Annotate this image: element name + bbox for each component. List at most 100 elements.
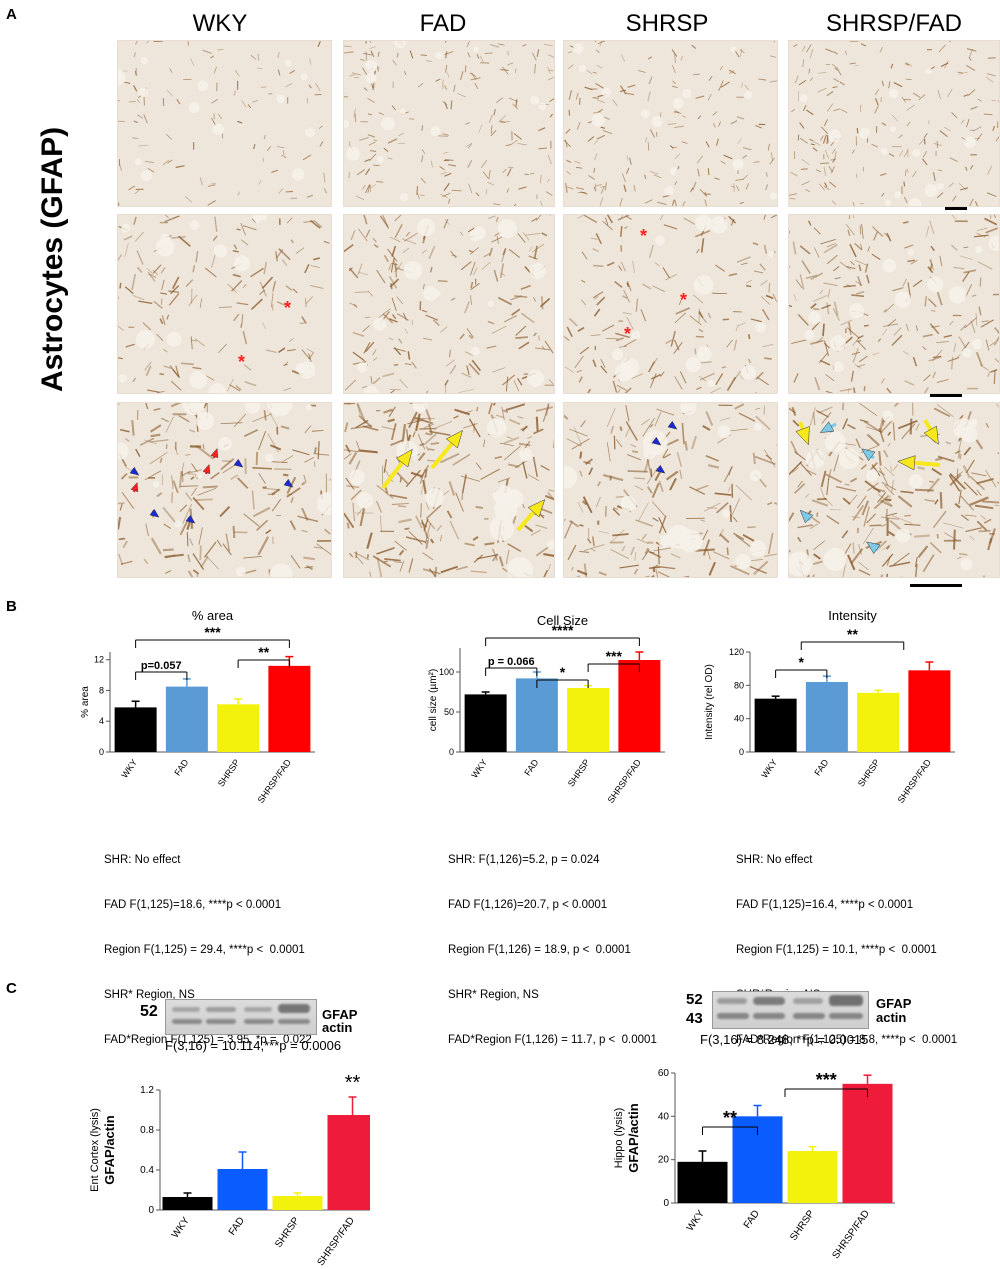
bar-shrsp-fad (327, 1115, 370, 1210)
x-tick-label: WKY (685, 1208, 707, 1233)
panel-letter-a: A (6, 6, 17, 23)
stat-line: SHR: F(1,126)=5.2, p = 0.024 (448, 854, 600, 866)
micrograph-fad-row3 (343, 402, 555, 578)
x-tick-label: WKY (469, 757, 489, 780)
micrograph-fad-row1 (343, 40, 555, 207)
y-axis-label: Ent Cortex (lysis) (89, 1108, 101, 1192)
bar-shrsp-fad (908, 670, 951, 752)
y-tick-label: 1.2 (140, 1085, 154, 1096)
significance-label: ** (723, 1108, 737, 1128)
panel-letter-c: C (6, 980, 17, 997)
x-tick-label: SHRSP (566, 757, 592, 788)
x-tick-label: SHRSP/FAD (830, 1208, 872, 1261)
x-tick-label: SHRSP/FAD (315, 1215, 357, 1268)
blot-marker-43: 43 (686, 1010, 703, 1027)
significance-label: ** (258, 644, 269, 660)
stat-line: SHR: No effect (104, 854, 181, 866)
column-title-wky: WKY (192, 10, 248, 37)
x-tick-label: WKY (170, 1215, 192, 1240)
bar-shrsp (272, 1196, 323, 1210)
x-tick-label: WKY (759, 757, 779, 780)
stat-line: FAD*Region F(1,125) = 8.8, ****p < 0.000… (736, 1034, 958, 1046)
blot-label-actin: actin (322, 1020, 353, 1035)
significance-label: * (560, 664, 566, 680)
micrograph-shrsp-row3 (563, 402, 778, 578)
significance-label: p = 0.066 (488, 656, 535, 668)
x-tick-label: FAD (812, 757, 831, 777)
x-tick-label: FAD (227, 1215, 247, 1237)
y-tick-label: 100 (439, 667, 454, 677)
y-axis-label: cell size (µm²) (428, 669, 439, 731)
stat-line: FAD F(1,126)=20.7, p < 0.0001 (448, 899, 608, 911)
bar-shrsp (787, 1151, 838, 1203)
chart-title: Cell Size (537, 613, 588, 628)
significance-label: **** (552, 622, 574, 638)
y-tick-label: 0 (99, 747, 104, 757)
significance-label: p=0.057 (141, 660, 182, 672)
x-tick-label: SHRSP (273, 1215, 302, 1250)
bar-shrsp (217, 704, 260, 752)
panel-letter-b: B (6, 598, 17, 615)
y-tick-label: 40 (734, 714, 744, 724)
stat-line: FAD F(1,125)=18.6, ****p < 0.0001 (104, 899, 282, 911)
scale-bar (945, 207, 967, 210)
micrograph-shrsp-row2 (563, 214, 778, 394)
micrograph-wky-row1 (117, 40, 332, 207)
y-tick-label: 8 (99, 685, 104, 695)
x-tick-label: SHRSP (788, 1208, 817, 1243)
stat-line: FAD*Region F(1,125) = 3.95, *p = 0.022 (104, 1034, 312, 1046)
y-tick-label: 80 (734, 680, 744, 690)
significance-label: *** (816, 1070, 837, 1090)
bar-shrsp (857, 692, 900, 752)
bar-shrsp-fad (618, 660, 661, 752)
blot-label-actin: actin (876, 1010, 907, 1025)
micrograph-wky-row2 (117, 214, 332, 394)
bar-fad (165, 686, 208, 752)
stat-line: FAD*Region F(1,126) = 11.7, p < 0.0001 (448, 1034, 657, 1046)
y-tick-label: 60 (658, 1068, 670, 1079)
blot-marker-52: 52 (140, 1003, 158, 1020)
x-tick-label: SHRSP/FAD (896, 757, 934, 805)
y-tick-label: 0.4 (140, 1165, 154, 1176)
y-axis-label: GFAP/actin (102, 1115, 117, 1184)
significance-label: ** (847, 626, 858, 642)
y-tick-label: 0 (739, 747, 744, 757)
x-tick-label: SHRSP (856, 757, 882, 788)
x-tick-label: FAD (172, 757, 191, 777)
blot-anova-stat: F(3,16) = 8.248, **p = 0.0015 (700, 1032, 869, 1047)
y-axis-label: % area (80, 686, 91, 718)
y-tick-label: 20 (658, 1155, 670, 1166)
bar-wky (464, 694, 507, 752)
bar-shrsp-fad (842, 1083, 893, 1203)
scale-bar (930, 394, 962, 397)
stat-line: Region F(1,126) = 18.9, p < 0.0001 (448, 944, 631, 956)
bar-wky (114, 707, 157, 752)
y-tick-label: 0 (148, 1205, 154, 1216)
significance-label: * (799, 654, 805, 670)
micrograph-shrsp-fad-row3 (788, 402, 1000, 578)
y-tick-label: 120 (729, 647, 744, 657)
micrograph-shrsp-fad-row1 (788, 40, 1000, 207)
column-title-shrsp: SHRSP (625, 10, 709, 37)
chart-ent-cortex-gfap: 0 0.4 0.8 1.2 Ent Cortex (lysis) GFAP/actin WK… (89, 1072, 370, 1268)
x-tick-label: WKY (119, 757, 139, 780)
micrograph-fad-row2 (343, 214, 555, 394)
bar-shrsp (567, 688, 610, 752)
western-blot-hippo (712, 991, 869, 1029)
row-label-astrocytes: Astrocytes (GFAP) (36, 126, 69, 392)
blot-marker-52: 52 (686, 991, 703, 1008)
stat-line: FAD F(1,125)=16.4, ****p < 0.0001 (736, 899, 914, 911)
y-axis-label: Hippo (lysis) (613, 1108, 625, 1169)
scale-bar (910, 584, 962, 587)
stats-percent-area: SHR: No effect FAD F(1,125)=18.6, ****p … (104, 823, 312, 1063)
micrograph-shrsp-row1 (563, 40, 778, 207)
bar-wky (677, 1161, 728, 1203)
x-tick-label: FAD (742, 1208, 762, 1230)
micrograph-wky-row3 (117, 402, 332, 578)
significance-label: *** (606, 648, 623, 664)
chart-intensity: Intensity 0 40 80 120 Intensity (rel OD) WKY FA… (704, 608, 955, 805)
stat-line: SHR: No effect (736, 854, 813, 866)
y-tick-label: 4 (99, 716, 104, 726)
micrograph-shrsp-fad-row2 (788, 214, 1000, 394)
